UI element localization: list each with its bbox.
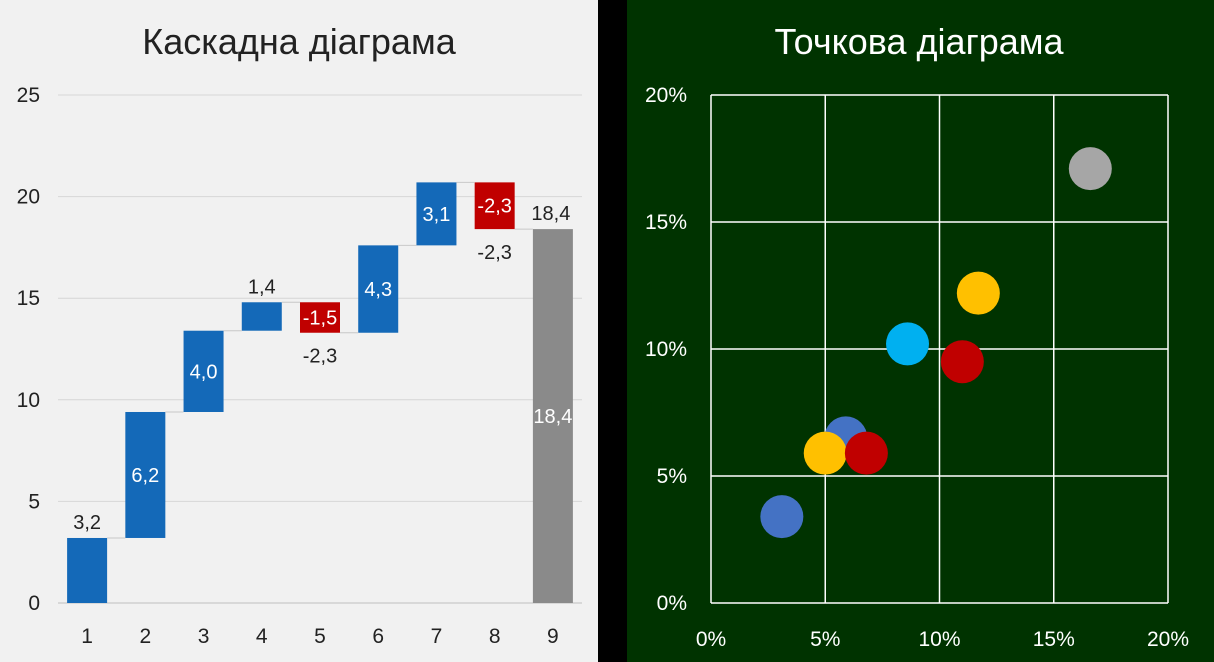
waterfall-bar xyxy=(241,302,282,331)
scatter-y-tick-label: 15% xyxy=(645,211,687,234)
waterfall-bar xyxy=(300,302,340,333)
waterfall-chart-title: Каскадна діаграма xyxy=(142,21,456,62)
waterfall-data-label: 4,0 xyxy=(190,361,218,383)
waterfall-data-label: -1,5 xyxy=(303,308,337,330)
waterfall-y-tick-label: 5 xyxy=(28,490,40,513)
scatter-point xyxy=(803,431,847,475)
scatter-point xyxy=(760,495,804,539)
waterfall-x-tick-label: 7 xyxy=(431,625,443,648)
scatter-chart: Точкова діаграма 0% 5% 10% 15% 20% 0% 5% 10% 15%… xyxy=(645,21,1189,651)
waterfall-data-label: 6,2 xyxy=(131,465,159,487)
waterfall-y-tick-label: 10 xyxy=(17,389,40,412)
waterfall-bar xyxy=(183,330,224,412)
waterfall-y-tick-label: 15 xyxy=(17,287,40,310)
scatter-y-tick-label: 20% xyxy=(645,84,687,107)
waterfall-y-tick-label: 0 xyxy=(28,592,40,615)
waterfall-data-label: -2,3 xyxy=(303,346,337,368)
waterfall-x-tick-label: 5 xyxy=(314,625,326,648)
waterfall-data-label: 1,4 xyxy=(248,276,276,298)
waterfall-y-tick-label: 25 xyxy=(17,84,40,107)
waterfall-bar xyxy=(416,182,457,246)
waterfall-x-tick-label: 3 xyxy=(198,625,210,648)
waterfall-y-tick-label: 20 xyxy=(17,186,40,209)
scatter-point xyxy=(886,322,930,366)
waterfall-data-label: -2,3 xyxy=(477,196,511,218)
waterfall-x-tick-label: 1 xyxy=(81,625,93,648)
waterfall-bar xyxy=(474,182,515,230)
waterfall-data-label: 3,2 xyxy=(73,512,101,534)
scatter-x-tick-label: 5% xyxy=(810,628,840,651)
waterfall-x-tick-label: 6 xyxy=(372,625,384,648)
waterfall-bar xyxy=(532,229,573,603)
waterfall-x-tick-label: 8 xyxy=(489,625,501,648)
waterfall-data-label: 18,4 xyxy=(533,406,572,428)
scatter-point xyxy=(940,340,984,384)
scatter-chart-panel: Точкова діаграма 0% 5% 10% 15% 20% 0% 5% 10% 15%… xyxy=(627,0,1214,662)
scatter-point xyxy=(956,271,1000,315)
waterfall-x-tick-label: 9 xyxy=(547,625,559,648)
waterfall-data-label: 18,4 xyxy=(531,203,570,225)
waterfall-bar xyxy=(125,411,166,538)
waterfall-bar xyxy=(358,245,399,333)
waterfall-chart: Каскадна діаграма 0 5 10 15 20 25 1 2 3 4 5 6 7 8 9 3,2… xyxy=(17,21,582,648)
waterfall-x-tick-label: 2 xyxy=(139,625,151,648)
waterfall-x-tick-label: 4 xyxy=(256,625,268,648)
scatter-point xyxy=(844,431,888,475)
scatter-point xyxy=(1068,147,1112,191)
waterfall-bar xyxy=(67,537,108,603)
scatter-x-tick-label: 15% xyxy=(1033,628,1075,651)
scatter-y-tick-label: 5% xyxy=(657,465,687,488)
scatter-y-tick-label: 0% xyxy=(657,592,687,615)
scatter-x-tick-label: 20% xyxy=(1147,628,1189,651)
scatter-y-tick-label: 10% xyxy=(645,338,687,361)
waterfall-chart-panel: Каскадна діаграма 0 5 10 15 20 25 1 2 3 4 5 6 7 8 9 3,2… xyxy=(0,0,598,662)
waterfall-data-label: 4,3 xyxy=(364,279,392,301)
waterfall-data-label: -2,3 xyxy=(477,242,511,264)
waterfall-data-label: 3,1 xyxy=(423,204,451,226)
scatter-x-tick-label: 0% xyxy=(696,628,726,651)
scatter-chart-title: Точкова діаграма xyxy=(774,21,1064,62)
scatter-x-tick-label: 10% xyxy=(918,628,960,651)
